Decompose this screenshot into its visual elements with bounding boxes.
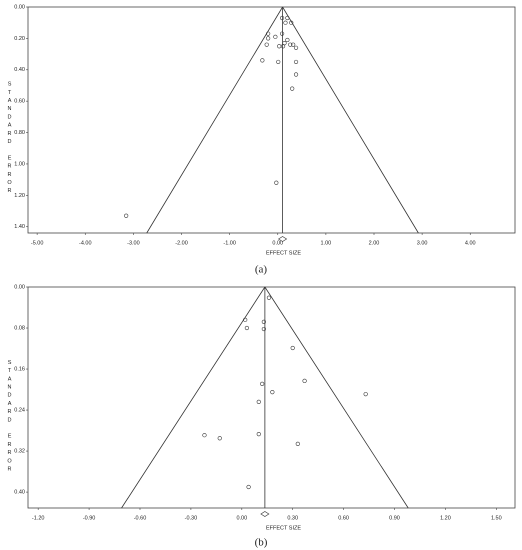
study-point (302, 378, 307, 383)
study-point (289, 20, 294, 25)
study-point (280, 44, 286, 49)
study-point (256, 399, 261, 404)
x-tick-label: -1.00 (223, 240, 236, 246)
caption: (b) (255, 537, 268, 549)
study-point (273, 34, 278, 39)
study-point (290, 345, 295, 351)
y-tick-label: 0.40 (14, 67, 25, 73)
x-tick-label: 1.20 (440, 515, 451, 521)
y-tick-label: 0.16 (14, 366, 25, 372)
caption: (a) (255, 264, 268, 276)
study-point (270, 390, 275, 395)
funnel-line (146, 6, 283, 234)
study-point (288, 42, 293, 47)
x-tick-label: 4.00 (465, 240, 476, 246)
y-tick-label: 0.00 (14, 4, 25, 10)
study-point (243, 317, 248, 322)
y-tick-label: 0.08 (14, 325, 25, 331)
study-point (291, 42, 296, 47)
study-point (266, 295, 272, 300)
y-tick-label: 1.00 (14, 161, 25, 167)
y-tick-label: 0.32 (14, 449, 25, 455)
y-axis-label: STANDARD ERROR (7, 82, 13, 197)
study-point (279, 31, 285, 36)
x-tick-label: -0.90 (83, 515, 96, 521)
x-axis-label: EFFECT SIZE (266, 250, 301, 256)
study-point (363, 392, 368, 397)
x-tick-label: 2.00 (369, 240, 380, 246)
x-tick-label: -0.60 (134, 515, 147, 521)
study-point (246, 484, 251, 490)
study-point (290, 86, 295, 91)
study-point (293, 72, 299, 77)
summary-diamond (260, 511, 270, 517)
study-point (274, 180, 279, 185)
x-tick-label: -2.00 (175, 240, 188, 246)
x-tick-label: -5.00 (31, 240, 44, 246)
study-point (279, 15, 285, 21)
y-tick-label: 0.00 (14, 284, 25, 290)
study-point (293, 59, 299, 65)
y-axis-label: STANDARD ERROR (7, 360, 13, 475)
x-tick-label: 0.30 (287, 515, 298, 521)
study-point (276, 59, 281, 65)
y-tick-label: 0.20 (14, 36, 25, 42)
study-point (261, 319, 266, 324)
funnel-line (121, 286, 266, 509)
study-point (124, 213, 129, 218)
study-point (202, 433, 207, 438)
plot-frame (27, 6, 516, 234)
x-axis-label: EFFECT SIZE (266, 525, 301, 531)
x-tick-label: 0.60 (338, 515, 349, 521)
study-point (261, 326, 266, 332)
x-tick-label: 0.00 (272, 240, 283, 246)
plot-frame (27, 286, 516, 509)
study-point (295, 441, 300, 447)
y-tick-label: 1.40 (14, 224, 25, 230)
x-tick-label: -0.30 (185, 515, 198, 521)
study-point (256, 432, 261, 437)
study-point (260, 381, 265, 387)
summary-diamond (278, 236, 288, 242)
study-point (285, 37, 290, 43)
study-point (293, 45, 299, 50)
study-point (244, 325, 249, 331)
study-point (277, 44, 282, 49)
x-tick-label: 0.90 (389, 515, 400, 521)
funnel-line (264, 286, 409, 509)
study-point (217, 436, 222, 441)
y-tick-label: 1.20 (14, 193, 25, 199)
x-tick-label: -1.20 (32, 515, 45, 521)
x-tick-label: 0.00 (236, 515, 247, 521)
study-point (260, 58, 265, 63)
y-tick-label: 0.40 (14, 490, 25, 496)
x-tick-label: 3.00 (417, 240, 428, 246)
study-point (285, 15, 290, 21)
y-tick-label: 0.80 (14, 130, 25, 136)
study-point (266, 31, 271, 36)
x-tick-label: -3.00 (127, 240, 140, 246)
y-tick-label: 0.60 (14, 99, 25, 105)
x-tick-label: 1.00 (321, 240, 332, 246)
x-tick-label: -4.00 (79, 240, 92, 246)
x-tick-label: 1.50 (491, 515, 502, 521)
study-point (266, 36, 271, 41)
y-tick-label: 0.24 (14, 408, 25, 414)
study-point (283, 20, 288, 25)
study-point (264, 42, 269, 47)
funnel-line (282, 6, 419, 234)
